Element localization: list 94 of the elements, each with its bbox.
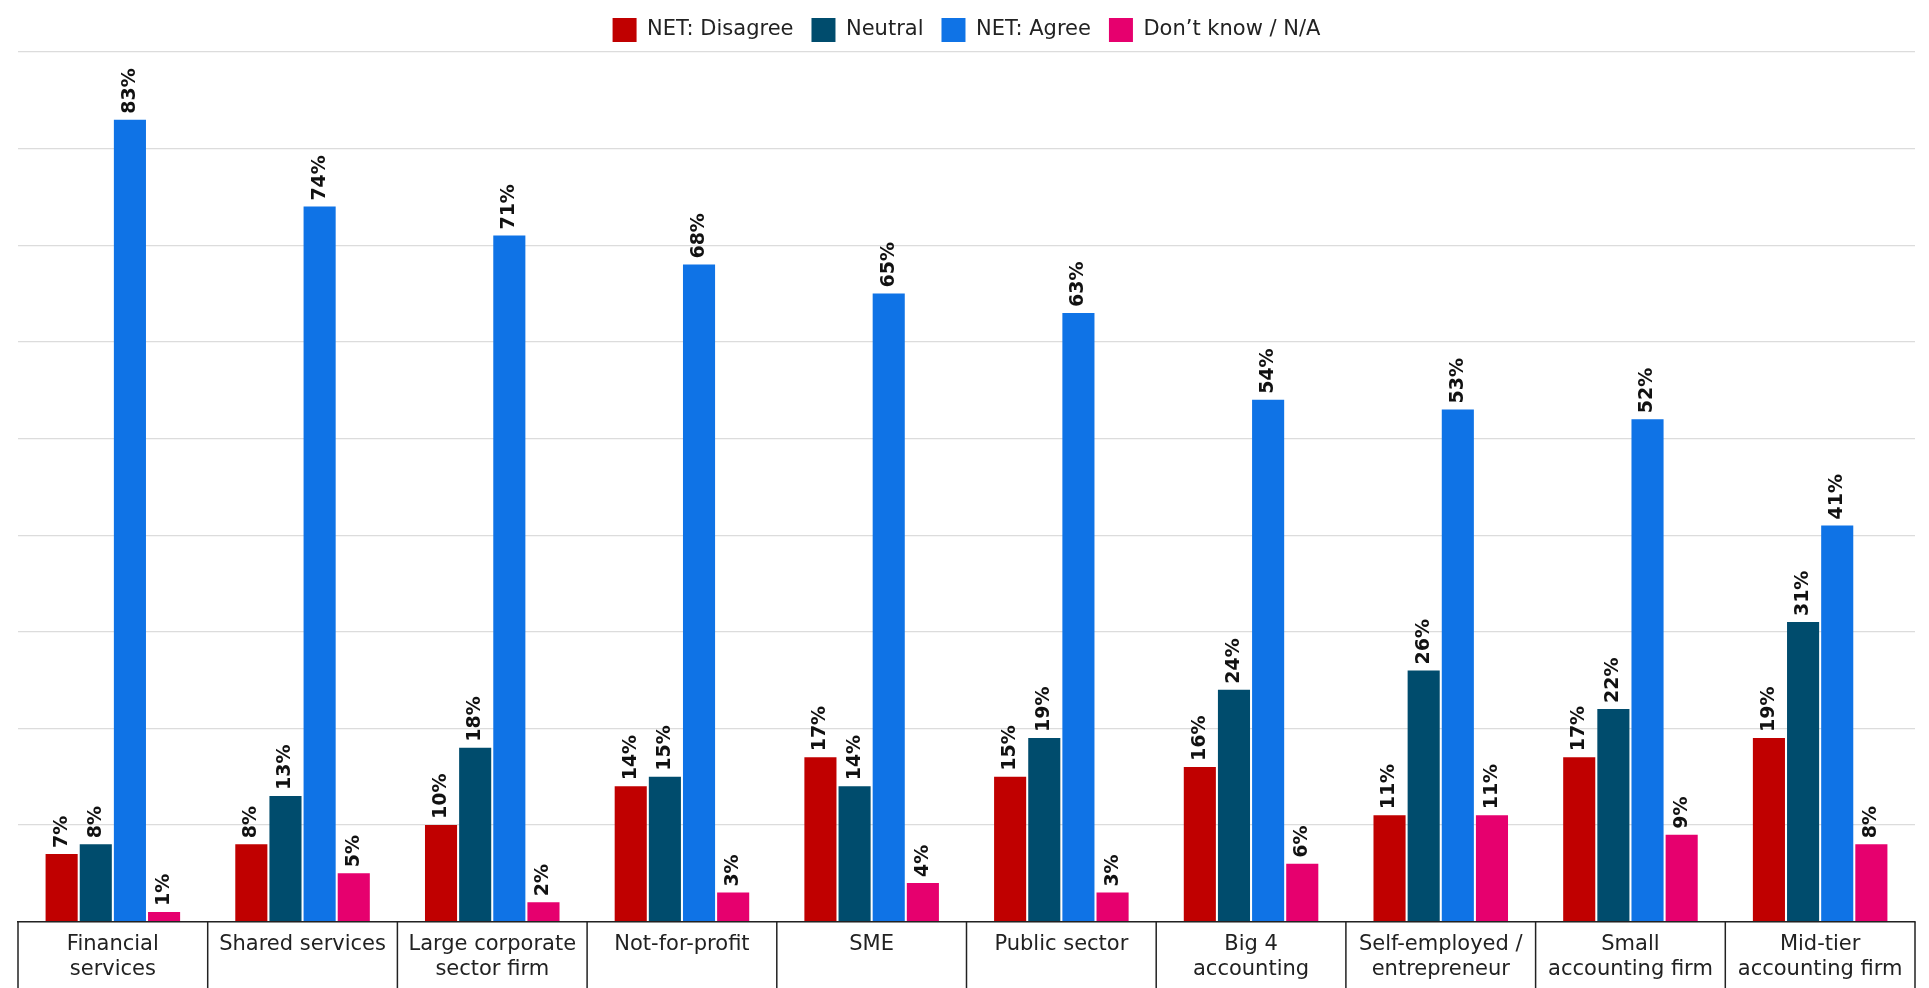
- x-tick-label: Small accounting firm: [1548, 930, 1713, 980]
- data-label: 22%: [1600, 657, 1623, 704]
- bar: [493, 235, 526, 921]
- bar: [1096, 892, 1129, 921]
- data-label: 15%: [651, 725, 674, 771]
- data-label: 1%: [151, 873, 174, 906]
- bar: [113, 119, 146, 921]
- data-label: 71%: [496, 184, 519, 230]
- bar: [906, 882, 939, 921]
- bar: [1752, 738, 1785, 921]
- bar: [648, 776, 681, 921]
- bar: [1183, 767, 1216, 921]
- data-label: 24%: [1220, 638, 1243, 684]
- legend-label: NET: Disagree: [647, 16, 794, 41]
- bar: [1062, 312, 1095, 921]
- bar: [872, 293, 905, 921]
- bar: [1028, 738, 1061, 921]
- bar: [1252, 399, 1285, 921]
- bar: [269, 795, 302, 921]
- data-label: 17%: [807, 705, 830, 752]
- bar: [614, 786, 647, 921]
- bar: [1475, 815, 1509, 921]
- bar: [1665, 834, 1698, 921]
- bar: [1821, 525, 1854, 921]
- bar: [1441, 409, 1474, 921]
- x-tick-label: Big 4 accounting: [1192, 930, 1310, 980]
- data-label: 41%: [1824, 473, 1847, 520]
- bar: [527, 902, 560, 921]
- bar: [1631, 419, 1664, 921]
- x-tick-label: SME: [849, 930, 895, 955]
- x-tick-label: Shared services: [219, 930, 386, 955]
- bar: [79, 844, 112, 921]
- data-label: 6%: [1289, 825, 1312, 858]
- data-label: 9%: [1668, 796, 1691, 829]
- bar: [45, 853, 78, 921]
- bar: [717, 892, 750, 921]
- bar: [459, 747, 492, 921]
- bar: [1597, 709, 1630, 921]
- data-label: 17%: [1566, 705, 1589, 752]
- data-label: 10%: [427, 773, 450, 819]
- bar: [148, 911, 181, 921]
- data-label: 15%: [997, 725, 1020, 771]
- data-label: 52%: [1634, 367, 1657, 414]
- data-label: 8%: [238, 806, 261, 839]
- bar: [682, 264, 716, 921]
- data-label: 4%: [909, 844, 932, 877]
- bar: [235, 844, 268, 921]
- data-label: 2%: [530, 864, 553, 897]
- data-label: 3%: [720, 854, 743, 887]
- bar: [424, 824, 458, 921]
- data-label: 8%: [82, 806, 105, 839]
- bar: [1855, 844, 1888, 921]
- data-label: 18%: [462, 696, 485, 742]
- data-label: 13%: [272, 744, 295, 790]
- data-label: 31%: [1790, 570, 1813, 617]
- bar: [1787, 622, 1820, 921]
- data-label: 65%: [875, 242, 898, 288]
- bar: [804, 757, 837, 921]
- data-label: 26%: [1410, 618, 1433, 665]
- data-label: 83%: [116, 68, 139, 114]
- bar: [1286, 863, 1319, 921]
- bar: [303, 206, 336, 921]
- bar: [1407, 670, 1440, 921]
- bar: [1373, 815, 1406, 921]
- data-label: 14%: [617, 734, 640, 781]
- data-label: 19%: [1031, 686, 1054, 733]
- data-label: 19%: [1755, 686, 1778, 733]
- data-label: 5%: [340, 835, 363, 868]
- bar: [994, 776, 1027, 921]
- data-label: 11%: [1478, 763, 1501, 810]
- data-label: 74%: [306, 155, 329, 201]
- data-label: 68%: [685, 213, 708, 259]
- data-label: 53%: [1444, 358, 1467, 404]
- data-label: 8%: [1858, 806, 1881, 839]
- bar: [838, 786, 871, 921]
- x-tick-label: Financial services: [66, 930, 159, 980]
- x-tick-label: Self-employed / entrepreneur: [1358, 930, 1524, 980]
- legend-label: Neutral: [845, 16, 924, 41]
- data-label: 14%: [841, 734, 864, 781]
- data-label: 63%: [1065, 261, 1088, 307]
- data-label: 54%: [1255, 348, 1278, 394]
- bar: [1217, 689, 1251, 921]
- x-tick-label: Not-for-profit: [614, 930, 750, 955]
- data-label: 11%: [1376, 763, 1399, 810]
- x-tick-label: Public sector: [994, 930, 1129, 955]
- x-tick-label: Mid-tier accounting firm: [1737, 930, 1903, 980]
- data-label: 3%: [1099, 854, 1122, 887]
- data-label: 16%: [1186, 715, 1209, 761]
- data-label: 7%: [48, 815, 71, 848]
- bar: [337, 873, 370, 921]
- bar: [1563, 757, 1596, 921]
- x-tick-label: Large corporate sector firm: [408, 930, 577, 980]
- legend-label: NET: Agree: [975, 16, 1091, 41]
- legend-label: Don’t know / N/A: [1143, 16, 1322, 41]
